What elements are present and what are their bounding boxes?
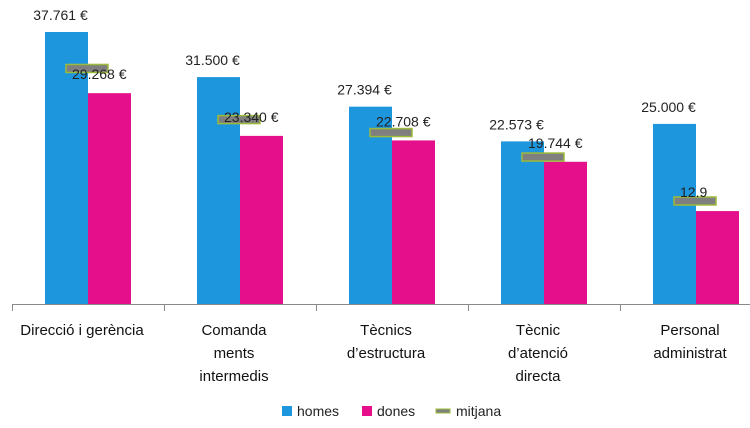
value-label-homes-2: 27.394 € [337,82,392,98]
value-labels-layer: 37.761 € 29.268 € 31.500 € 23.340 € 27.394 €… [33,7,707,200]
value-label-homes-0: 37.761 € [33,7,88,23]
bar-homes-2 [349,106,392,304]
category-labels-layer: Direcció i gerència Comanda ments intermedi… [20,322,727,385]
category-label-4-0: Personal [660,322,719,339]
value-label-dones-4: 12.9 [680,184,707,200]
bar-dones-0 [88,93,131,304]
category-label-4-1: administrat [653,345,727,362]
value-label-dones-3: 19.744 € [528,135,583,151]
category-label-3-1: d’atenció [508,345,568,362]
legend-label-dones: dones [377,403,415,419]
category-label-2-0: Tècnics [360,322,412,339]
mitjana-marker-0 [65,63,109,74]
bar-homes-4 [653,123,696,305]
bar-homes-0 [45,32,88,304]
bar-dones-1 [240,135,283,304]
value-label-homes-1: 31.500 € [185,52,240,68]
bars-layer [45,32,739,305]
bar-homes-3 [501,141,544,304]
x-axis [12,304,750,311]
legend-swatch-dones [362,406,372,416]
bar-dones-2 [392,140,435,304]
value-label-homes-4: 25.000 € [641,99,696,115]
value-label-dones-1: 23.340 € [224,109,279,125]
category-label-2-1: d’estructura [347,345,426,362]
mitjana-marker-2 [369,127,413,138]
bar-dones-4 [696,211,739,304]
mitjana-marker-1 [217,114,261,125]
value-label-dones-0: 29.268 € [72,66,127,82]
category-label-1-2: intermedis [199,368,268,385]
category-label-3-2: directa [515,368,561,385]
mitjana-markers-layer [65,63,717,206]
mitjana-marker-4 [673,196,717,206]
legend-label-homes: homes [297,403,339,419]
legend-label-mitjana: mitjana [456,403,501,419]
legend-swatch-mitjana [435,408,451,414]
value-label-homes-3: 22.573 € [489,116,544,132]
mitjana-marker-3 [521,152,565,162]
category-label-3-0: Tècnic [516,322,561,339]
legend-swatch-homes [282,406,292,416]
bar-dones-3 [544,161,587,304]
value-label-dones-2: 22.708 € [376,113,431,129]
legend: homes dones mitjana [282,403,501,419]
category-label-1-1: ments [214,345,255,362]
category-label-0-0: Direcció i gerència [20,322,144,339]
category-label-1-0: Comanda [201,322,267,339]
